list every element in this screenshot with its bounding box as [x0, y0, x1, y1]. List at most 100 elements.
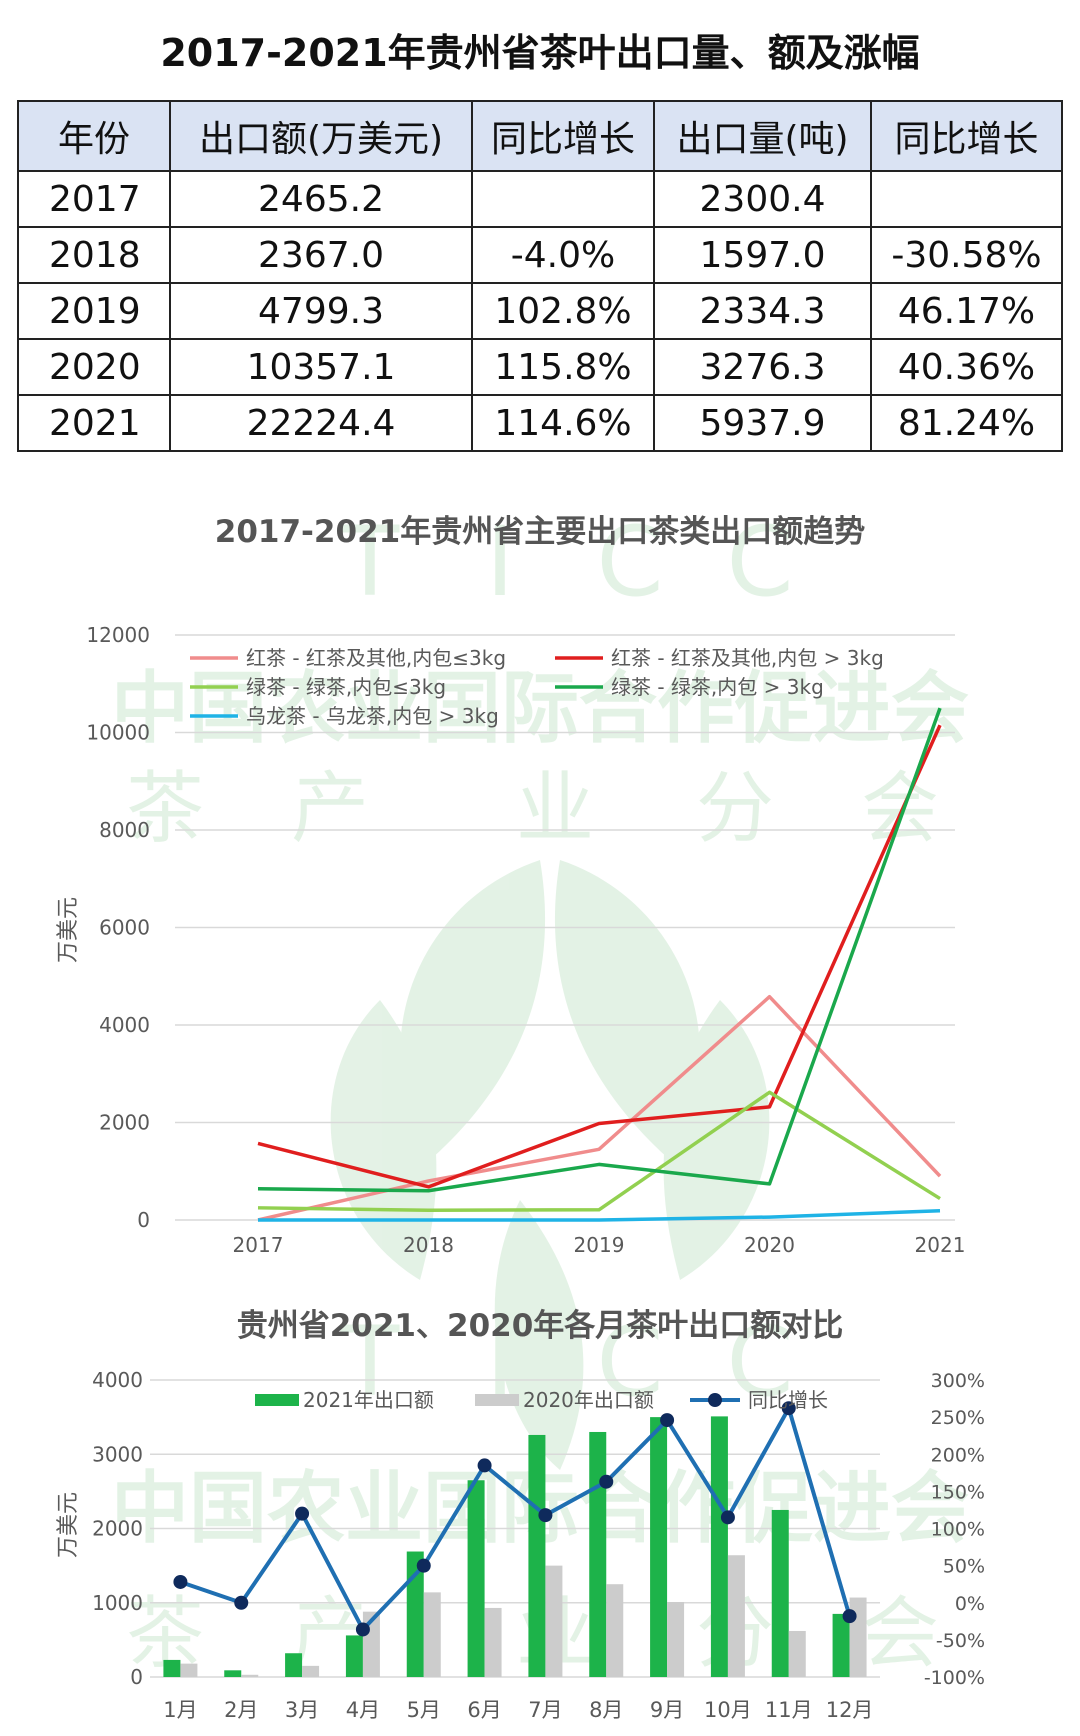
- bar-chart: 0 1000 2000 3000 4000 -100% -50% 0% 50% 100% 150% 2…: [56, 1368, 985, 1722]
- growth-point: [660, 1413, 675, 1428]
- header-year: 年份: [17, 100, 171, 172]
- watermark-letter: T: [340, 1306, 400, 1418]
- bar-2020: [606, 1584, 624, 1677]
- table-cell: -30.58%: [870, 226, 1063, 284]
- header-export-value: 出口额(万美元): [169, 100, 473, 172]
- table-cell: 2020: [17, 338, 171, 396]
- bar-2020: [667, 1602, 685, 1677]
- growth-point: [781, 1401, 796, 1416]
- series-line: [258, 1208, 941, 1222]
- table-cell: 22224.4: [169, 394, 473, 452]
- bar-2020: [727, 1555, 745, 1677]
- bar-2020: [788, 1630, 806, 1677]
- y-tick-label: 1000: [92, 1591, 143, 1615]
- legend-item: 红茶 - 红茶及其他,内包 > 3kg: [555, 646, 884, 670]
- x-tick-label: 7月: [528, 1698, 562, 1722]
- table-cell: -4.0%: [471, 226, 655, 284]
- table-cell: [471, 170, 655, 228]
- y2-tick-label: 200%: [931, 1444, 985, 1466]
- bar-2021: [832, 1613, 850, 1677]
- table-row: 2019 4799.3 102.8% 2334.3 46.17%: [17, 282, 1063, 340]
- x-tick-label: 2017: [233, 1233, 284, 1257]
- series-line: [257, 707, 942, 1193]
- page-title: 2017-2021年贵州省茶叶出口量、额及涨幅: [160, 31, 920, 75]
- x-tick-label: 10月: [704, 1698, 752, 1722]
- table-cell: 2334.3: [653, 282, 872, 340]
- legend-item: 绿茶 - 绿茶,内包 > 3kg: [555, 675, 824, 699]
- bar-2021: [224, 1670, 242, 1677]
- growth-point: [720, 1510, 735, 1525]
- x-tick-label: 11月: [765, 1698, 813, 1722]
- legend-item: 红茶 - 红茶及其他,内包≤3kg: [190, 646, 506, 670]
- growth-point: [355, 1622, 370, 1637]
- bar-2021: [345, 1635, 363, 1677]
- y-tick-label: 12000: [86, 623, 150, 647]
- table-cell: 3276.3: [653, 338, 872, 396]
- watermark-org-name: 中国农业国际合作促进会: [111, 664, 969, 754]
- header-value-growth: 同比增长: [471, 100, 655, 172]
- y-tick-label: 0: [130, 1665, 143, 1689]
- watermark-char: 茶: [126, 764, 204, 854]
- y-tick-label: 4000: [99, 1013, 150, 1037]
- leaf-icon: [554, 860, 700, 1160]
- y-tick-label: 0: [137, 1208, 150, 1232]
- y-axis-label: 万美元: [56, 897, 81, 963]
- x-tick-label: 12月: [826, 1698, 874, 1722]
- bar-2021: [771, 1509, 789, 1677]
- bar-2020: [180, 1663, 198, 1677]
- legend-label: 同比增长: [748, 1388, 828, 1412]
- y2-tick-label: 300%: [931, 1370, 985, 1392]
- watermark-char: 业: [516, 764, 594, 854]
- bar-2020: [302, 1665, 320, 1677]
- export-table: 年份 出口额(万美元) 同比增长 出口量(吨) 同比增长 2017 2465.2…: [17, 100, 1063, 452]
- table-cell: 4799.3: [169, 282, 473, 340]
- bar-2021: [710, 1416, 728, 1677]
- bar-2021: [285, 1653, 303, 1677]
- bar-2020: [484, 1607, 502, 1677]
- watermark-letter: I: [486, 506, 514, 618]
- bar-2021: [589, 1431, 607, 1677]
- x-tick-label: 5月: [407, 1698, 441, 1722]
- x-tick-label: 8月: [589, 1698, 623, 1722]
- table-cell: [870, 170, 1063, 228]
- watermark-letter: T: [340, 506, 400, 618]
- legend: 2021年出口额 2020年出口额 同比增长: [255, 1388, 828, 1412]
- y-tick-label: 2000: [92, 1517, 143, 1541]
- y-tick-label: 2000: [99, 1111, 150, 1135]
- x-tick-label: 2018: [403, 1233, 454, 1257]
- legend-label: 乌龙茶 - 乌龙茶,内包 > 3kg: [246, 704, 499, 728]
- legend-swatch: [255, 1394, 299, 1406]
- table-cell: 2021: [17, 394, 171, 452]
- table-cell: 10357.1: [169, 338, 473, 396]
- bar-2021: [528, 1434, 546, 1677]
- legend-marker: [708, 1393, 722, 1407]
- table-cell: 2367.0: [169, 226, 473, 284]
- table-row: 2017 2465.2 2300.4: [17, 170, 1063, 228]
- growth-point: [599, 1474, 614, 1489]
- x-tick-label: 2月: [224, 1698, 258, 1722]
- series-line: [257, 724, 942, 1189]
- watermark-char: 分: [696, 764, 774, 854]
- growth-point: [477, 1458, 492, 1473]
- legend-label: 红茶 - 红茶及其他,内包≤3kg: [246, 646, 506, 670]
- line-chart-title: 2017-2021年贵州省主要出口茶类出口额趋势: [214, 514, 866, 550]
- table-cell: 2465.2: [169, 170, 473, 228]
- table-row: 2020 10357.1 115.8% 3276.3 40.36%: [17, 338, 1063, 396]
- y2-tick-label: 50%: [943, 1556, 985, 1578]
- bar-2021: [467, 1480, 485, 1677]
- x-tick-label: 9月: [650, 1698, 684, 1722]
- y2-tick-label: -50%: [936, 1630, 985, 1652]
- table-cell: 46.17%: [870, 282, 1063, 340]
- x-tick-label: 1月: [163, 1698, 197, 1722]
- growth-point: [538, 1508, 553, 1523]
- growth-line: [179, 1406, 852, 1632]
- growth-point: [842, 1609, 857, 1624]
- watermark-char: 产: [291, 764, 369, 854]
- table-row: 2018 2367.0 -4.0% 1597.0 -30.58%: [17, 226, 1063, 284]
- x-tick-label: 6月: [467, 1698, 501, 1722]
- legend-item: 乌龙茶 - 乌龙茶,内包 > 3kg: [190, 704, 499, 728]
- bar-2020: [849, 1597, 867, 1677]
- watermark-char: 会: [861, 764, 939, 854]
- y2-tick-label: 150%: [931, 1481, 985, 1503]
- table-row: 2021 22224.4 114.6% 5937.9 81.24%: [17, 394, 1063, 452]
